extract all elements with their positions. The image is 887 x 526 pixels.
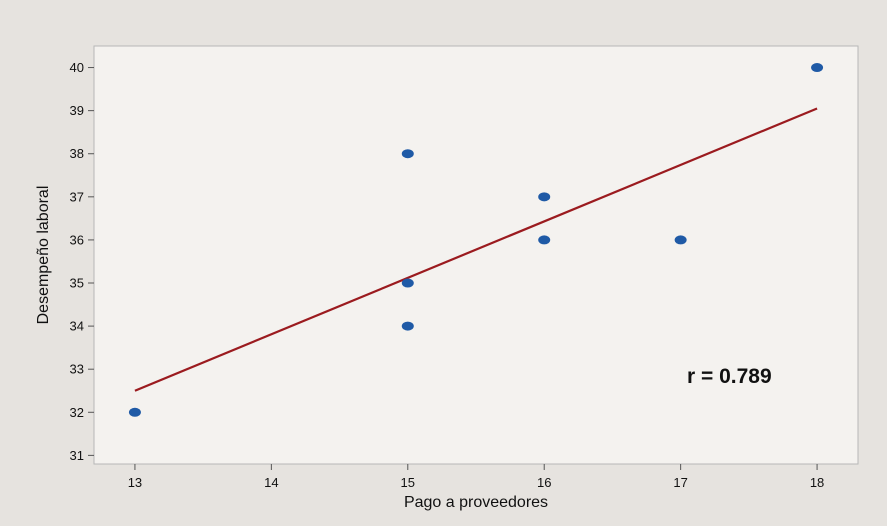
y-tick-label: 31 (70, 448, 84, 463)
y-tick-label: 37 (70, 189, 84, 204)
data-point (811, 63, 824, 73)
y-tick-label: 39 (70, 103, 84, 118)
data-point (674, 235, 687, 245)
data-point (401, 149, 414, 159)
data-points (128, 63, 824, 417)
data-point (401, 278, 414, 288)
x-axis: 13 14 15 16 17 18 (128, 464, 824, 490)
data-point (538, 192, 551, 202)
x-tick-label: 16 (537, 475, 551, 490)
y-tick-label: 36 (70, 232, 84, 247)
x-tick-label: 15 (401, 475, 415, 490)
x-axis-label: Pago a proveedores (404, 494, 548, 511)
data-point (538, 235, 551, 245)
data-point (128, 407, 141, 417)
y-tick-label: 33 (70, 362, 84, 377)
y-tick-label: 34 (70, 319, 84, 334)
x-tick-label: 13 (128, 475, 142, 490)
y-tick-label: 32 (70, 405, 84, 420)
regression-line (134, 107, 818, 392)
x-tick-label: 18 (810, 475, 824, 490)
data-point (401, 321, 414, 331)
x-tick-label: 17 (673, 475, 687, 490)
y-tick-label: 35 (70, 276, 84, 291)
y-tick-label: 40 (70, 60, 84, 75)
correlation-annotation: r = 0.789 (687, 365, 772, 388)
x-tick-label: 14 (264, 475, 278, 490)
plot-area (93, 45, 859, 465)
y-axis: 31 32 33 34 35 36 37 38 39 40 (70, 60, 94, 463)
y-tick-label: 38 (70, 146, 84, 161)
y-axis-label: Desempeño laboral (35, 186, 52, 325)
